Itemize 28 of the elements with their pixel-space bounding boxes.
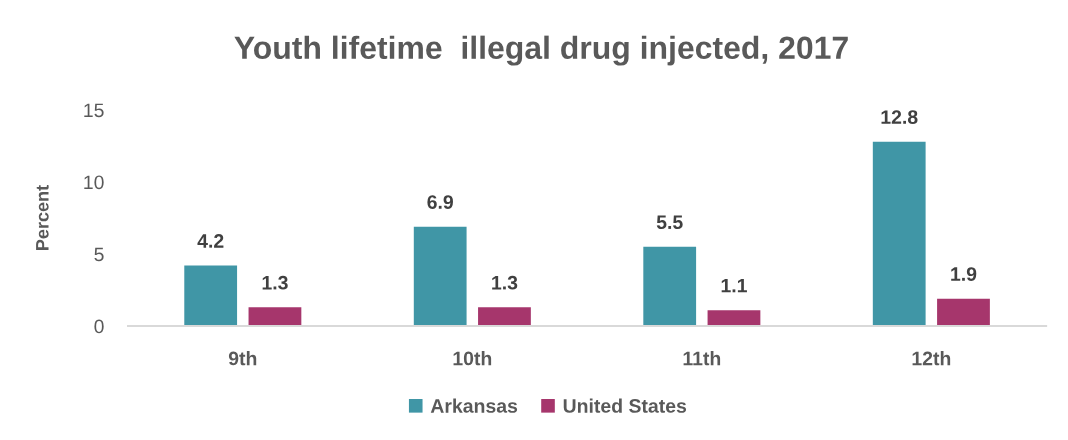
- bar: [248, 307, 302, 327]
- data-label: 5.5: [656, 215, 683, 230]
- y-tick-label: 0: [94, 319, 104, 334]
- bar: [707, 310, 761, 327]
- y-tick-label: 15: [84, 103, 104, 118]
- chart-title: Youth lifetime illegal drug injected, 2017: [234, 35, 848, 66]
- bar: [413, 226, 467, 327]
- bar: [478, 307, 531, 327]
- legend-label: United States: [563, 398, 687, 413]
- data-label: 1.9: [951, 267, 977, 281]
- bar: [937, 298, 990, 327]
- data-label: 1.3: [492, 275, 518, 290]
- bar: [184, 265, 238, 327]
- y-tick-label: 5: [94, 247, 104, 262]
- bar: [872, 141, 926, 327]
- x-tick-label: 9th: [228, 351, 257, 366]
- legend-label: Arkansas: [430, 398, 518, 413]
- x-tick-label: 10th: [453, 351, 492, 366]
- data-label: 12.8: [881, 110, 918, 124]
- x-tick-label: 12th: [912, 351, 951, 366]
- y-tick-label: 10: [84, 175, 104, 190]
- data-label: 4.2: [197, 234, 224, 248]
- bar: [643, 246, 697, 327]
- data-label: 6.9: [427, 195, 453, 209]
- data-label: 1.1: [721, 278, 747, 293]
- y-axis-title: Percent: [36, 185, 49, 250]
- data-label: 1.3: [262, 275, 288, 290]
- x-tick-label: 11th: [683, 351, 721, 366]
